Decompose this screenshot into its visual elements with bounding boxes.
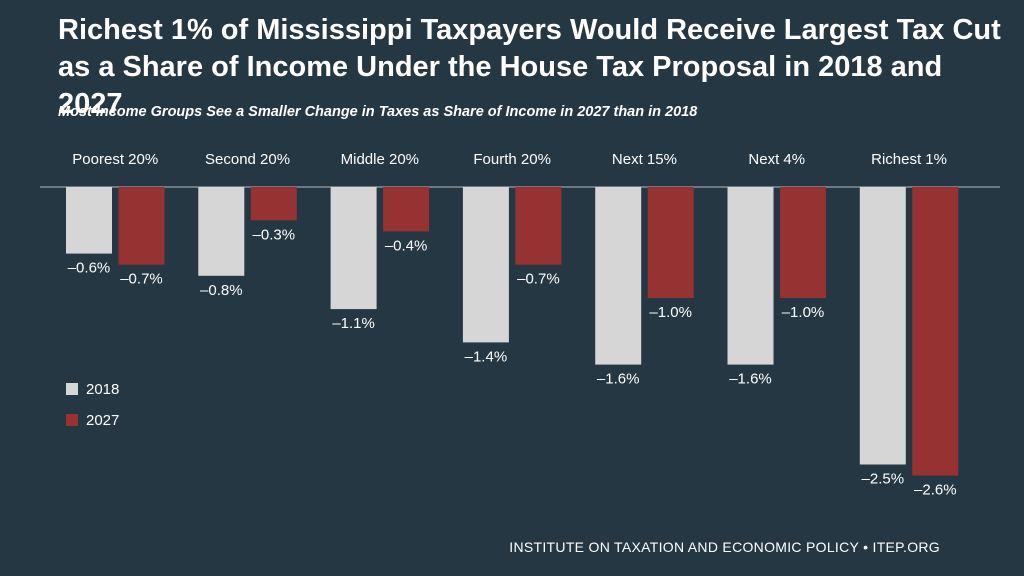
legend-swatch-2018 [66,383,78,395]
legend-label-2027: 2027 [86,411,120,429]
category-label-richest-1: Richest 1% [871,151,947,168]
bar-fourth-20-2018 [462,187,509,343]
category-label-fourth-20: Fourth 20% [473,151,551,168]
data-label-fourth-20-2018: –1.4% [465,348,508,365]
data-label-next-4-2027: –1.0% [782,304,825,321]
legend-item-2027: 2027 [66,409,119,431]
data-label-next-4-2018: –1.6% [729,371,772,388]
category-label-second-20: Second 20% [205,151,290,168]
data-label-second-20-2027: –0.3% [253,226,296,243]
bar-next-4-2018 [727,187,774,365]
data-label-richest-1-2027: –2.6% [914,482,957,499]
data-label-next-15-2027: –1.0% [649,304,692,321]
bar-poorest-20-2018 [66,187,112,254]
data-label-middle-20-2027: –0.4% [385,237,428,254]
data-label-next-15-2018: –1.6% [597,371,640,388]
chart-subtitle: Most Income Groups See a Smaller Change … [58,104,698,120]
bar-second-20-2027 [250,187,297,221]
legend-swatch-2027 [66,414,78,426]
bar-richest-1-2018 [859,187,906,465]
data-label-poorest-20-2027: –0.7% [120,271,163,288]
data-label-middle-20-2018: –1.1% [332,315,375,332]
legend-item-2018: 2018 [66,378,119,400]
data-label-fourth-20-2027: –0.7% [517,271,560,288]
data-label-poorest-20-2018: –0.6% [68,260,111,277]
bar-next-15-2027 [647,187,694,298]
bar-next-15-2018 [595,187,642,365]
source-footer: INSTITUTE ON TAXATION AND ECONOMIC POLIC… [509,539,940,555]
data-label-second-20-2018: –0.8% [200,282,243,299]
bar-middle-20-2027 [383,187,430,232]
chart-title: Richest 1% of Mississippi Taxpayers Woul… [58,14,1001,120]
category-label-next-15: Next 15% [612,151,677,168]
category-label-next-4: Next 4% [748,151,805,168]
category-label-poorest-20: Poorest 20% [72,151,158,168]
data-label-richest-1-2018: –2.5% [862,471,905,488]
bar-fourth-20-2027 [515,187,562,265]
legend: 2018 2027 [66,378,119,440]
bar-richest-1-2027 [912,187,959,476]
category-label-middle-20: Middle 20% [341,151,419,168]
bar-middle-20-2018 [330,187,377,310]
bar-poorest-20-2027 [118,187,165,265]
bar-next-4-2027 [780,187,826,298]
bar-second-20-2018 [198,187,245,276]
legend-label-2018: 2018 [86,380,120,398]
